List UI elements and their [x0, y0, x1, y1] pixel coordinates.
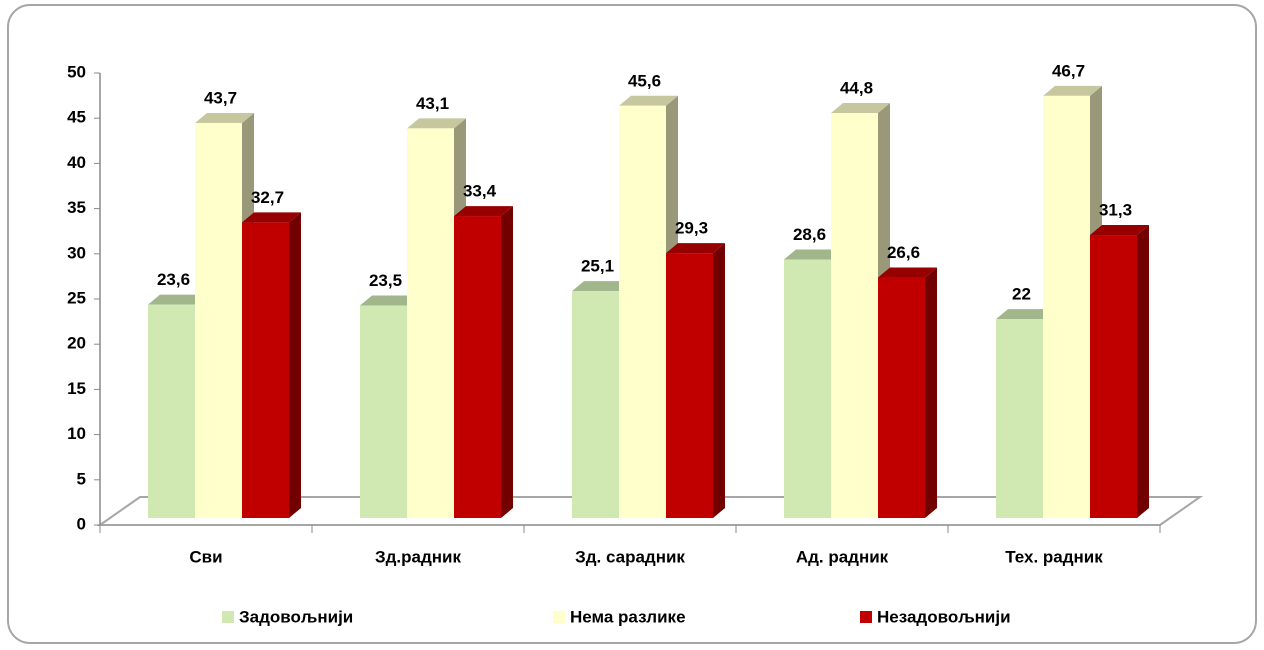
bar-top: [996, 309, 1055, 320]
bar-side: [289, 212, 301, 518]
bar-top: [831, 103, 890, 114]
data-label: 23,6: [157, 270, 190, 289]
bar-front: [195, 122, 242, 519]
bar-front: [878, 277, 925, 518]
bar-front: [454, 216, 501, 518]
x-tick-label: Сви: [189, 547, 222, 566]
data-label: 22: [1012, 285, 1031, 304]
y-tick-label: 10: [67, 424, 86, 443]
bar-top: [242, 212, 301, 223]
x-tick-label: Зд.радник: [375, 547, 462, 566]
y-tick-label: 15: [67, 379, 86, 398]
bar-side: [713, 243, 725, 519]
data-label: 31,3: [1099, 201, 1132, 220]
data-label: 28,6: [793, 225, 826, 244]
bar-top: [148, 294, 207, 305]
bar-side: [1137, 225, 1149, 518]
bar-front: [407, 128, 454, 518]
data-label: 25,1: [581, 257, 614, 276]
data-label: 33,4: [463, 182, 497, 201]
legend-swatch: [860, 611, 872, 623]
y-tick-label: 30: [67, 243, 86, 262]
bar: [454, 206, 513, 518]
bar-top: [360, 295, 419, 306]
bar: [878, 267, 937, 518]
bar-top: [454, 206, 513, 217]
bar-side: [501, 206, 513, 518]
bar: [1043, 85, 1102, 518]
x-tick-label: Ад. радник: [796, 547, 889, 566]
legend-label: Задовољнији: [239, 607, 353, 626]
bar-top: [195, 112, 254, 123]
data-label: 32,7: [251, 188, 284, 207]
data-label: 29,3: [675, 219, 708, 238]
y-tick-label: 0: [77, 514, 86, 533]
data-label: 43,7: [204, 88, 237, 107]
bar-top: [619, 95, 678, 106]
bar-top: [407, 118, 466, 129]
data-label: 46,7: [1052, 61, 1085, 80]
y-tick-label: 50: [67, 62, 86, 81]
bar-top: [572, 281, 631, 292]
bar-front: [572, 291, 619, 518]
y-tick-label: 40: [67, 153, 86, 172]
data-label: 43,1: [416, 94, 449, 113]
y-tick-label: 20: [67, 334, 86, 353]
bar-top: [1043, 85, 1102, 96]
legend-label: Незадовољнији: [877, 607, 1011, 626]
legend-swatch: [553, 611, 565, 623]
floor: [96, 496, 1204, 526]
bar-front: [831, 113, 878, 519]
bar-top: [784, 249, 843, 260]
bar-side: [925, 267, 937, 518]
data-label: 44,8: [840, 78, 873, 97]
bar-front: [666, 253, 713, 519]
bar-front: [784, 259, 831, 518]
bar-front: [1090, 235, 1137, 518]
legend-swatch: [222, 611, 234, 623]
y-tick-label: 35: [67, 198, 86, 217]
bar-top: [878, 267, 937, 278]
y-tick-label: 25: [67, 288, 86, 307]
bar-front: [148, 304, 195, 518]
data-label: 45,6: [628, 71, 661, 90]
bar: [1090, 225, 1149, 518]
bar-front: [1043, 95, 1090, 518]
bar-front: [242, 222, 289, 518]
data-label: 26,6: [887, 243, 920, 262]
bar-front: [360, 305, 407, 518]
data-label: 23,5: [369, 271, 402, 290]
bar-front: [619, 105, 666, 518]
bar: [242, 212, 301, 518]
bar: [666, 243, 725, 519]
x-tick-label: Тех. радник: [1005, 547, 1103, 566]
x-tick-label: Зд. сарадник: [575, 547, 685, 566]
bar-top: [1090, 225, 1149, 236]
legend-label: Нема разлике: [570, 607, 686, 626]
y-tick-label: 5: [77, 469, 86, 488]
bar-top: [666, 243, 725, 254]
bar-front: [996, 319, 1043, 518]
y-tick-label: 45: [67, 108, 86, 127]
